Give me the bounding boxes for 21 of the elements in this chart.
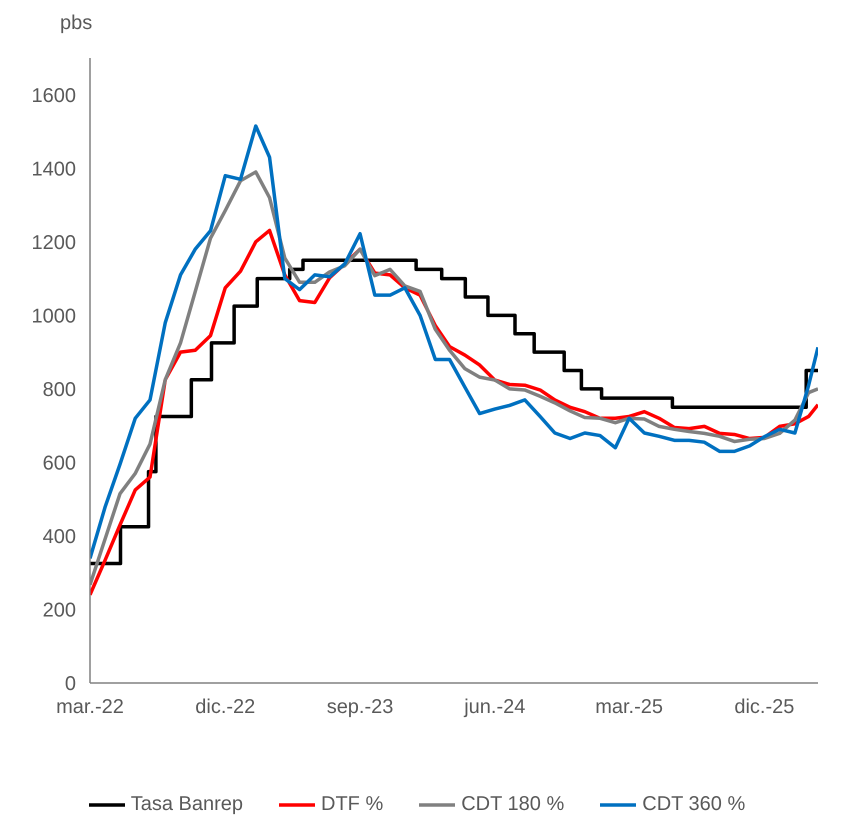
- y-tick-label: 1600: [32, 84, 76, 107]
- x-tick-label: mar.-25: [595, 696, 664, 718]
- y-tick-label: 400: [42, 526, 76, 548]
- x-tick-label: mar.-22: [56, 696, 124, 718]
- y-axis-title: pbs: [60, 12, 92, 35]
- x-tick-label: sep.-23: [326, 696, 394, 718]
- legend-label: DTF %: [321, 793, 384, 816]
- y-tick-label: 200: [42, 600, 76, 622]
- y-tick-label: 1000: [32, 305, 76, 328]
- y-tick-label: 1400: [32, 158, 76, 180]
- legend-label: CDT 180 %: [461, 793, 564, 816]
- y-tick-label: 0: [64, 673, 76, 696]
- line-series: [90, 124, 818, 560]
- x-tick-label: jun.-24: [463, 696, 526, 718]
- x-tick-label: dic.-25: [734, 696, 794, 718]
- legend-label: CDT 360 %: [642, 793, 746, 816]
- y-tick-label: 1200: [32, 232, 76, 254]
- y-tick-label: 800: [42, 378, 76, 401]
- legend-label: Tasa Banrep: [130, 793, 244, 816]
- y-tick-label: 600: [42, 452, 76, 475]
- x-tick-label: dic.-22: [195, 696, 256, 718]
